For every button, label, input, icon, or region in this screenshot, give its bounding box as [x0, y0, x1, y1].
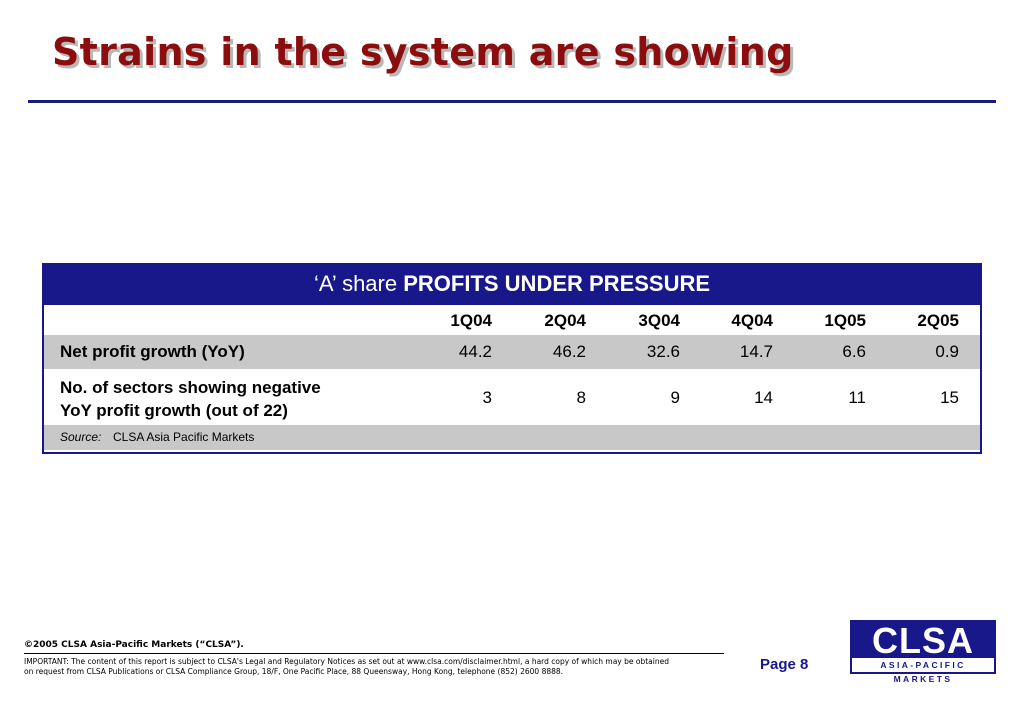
row-label: Net profit growth (YoY): [60, 342, 245, 361]
table-title-bold: PROFITS UNDER PRESSURE: [403, 271, 711, 296]
logo-tagline: ASIA-PACIFIC MARKETS: [852, 658, 994, 684]
table-cell: 8: [576, 388, 586, 407]
column-header: 4Q04: [731, 311, 773, 330]
copyright-notice: ©2005 CLSA Asia-Pacific Markets (“CLSA”)…: [24, 640, 244, 650]
table-cell: 6.6: [842, 342, 866, 361]
page-number: Page 8: [760, 656, 809, 673]
table-cell: 15: [940, 388, 959, 407]
table-cell: 3: [482, 388, 492, 407]
table-title-prefix: ‘A’ share: [313, 271, 404, 296]
title-divider: [28, 100, 996, 103]
source-label: Source:: [60, 430, 102, 444]
footer-divider: [24, 653, 724, 654]
table-row: Net profit growth (YoY) 44.2 46.2 32.6 1…: [44, 335, 980, 369]
table-cell: 44.2: [458, 342, 492, 361]
column-header: 3Q04: [638, 311, 680, 330]
table-cell: 14.7: [739, 342, 773, 361]
table-cell: 46.2: [552, 342, 586, 361]
disclaimer-text: IMPORTANT: The content of this report is…: [24, 657, 734, 677]
table-row: No. of sectors showing negative YoY prof…: [44, 369, 980, 425]
profits-table: ‘A’ share PROFITS UNDER PRESSURE 1Q04 2Q…: [42, 263, 982, 454]
column-header: 2Q04: [544, 311, 586, 330]
column-header: 1Q05: [824, 311, 866, 330]
table-cell: 14: [754, 388, 773, 407]
table-cell: 32.6: [646, 342, 680, 361]
column-header: 1Q04: [450, 311, 492, 330]
table-title: ‘A’ share PROFITS UNDER PRESSURE: [44, 265, 980, 305]
logo-wordmark: CLSA: [852, 622, 994, 660]
column-header-row: 1Q04 2Q04 3Q04 4Q04 1Q05 2Q05: [44, 305, 980, 335]
disclaimer-line: on request from CLSA Publications or CLS…: [24, 667, 564, 676]
row-label: No. of sectors showing negative YoY prof…: [60, 376, 321, 422]
table-cell: 11: [848, 388, 866, 407]
source-text: CLSA Asia Pacific Markets: [113, 430, 255, 444]
column-header: 2Q05: [917, 311, 959, 330]
source-row: Source: CLSA Asia Pacific Markets: [44, 425, 980, 450]
slide-title: Strains in the system are showing: [52, 30, 794, 74]
row-label-line: YoY profit growth (out of 22): [60, 401, 288, 420]
row-label-line: No. of sectors showing negative: [60, 378, 321, 397]
table-cell: 0.9: [935, 342, 959, 361]
clsa-logo: CLSA ASIA-PACIFIC MARKETS: [850, 620, 996, 684]
disclaimer-line: IMPORTANT: The content of this report is…: [24, 657, 669, 666]
table-cell: 9: [670, 388, 680, 407]
